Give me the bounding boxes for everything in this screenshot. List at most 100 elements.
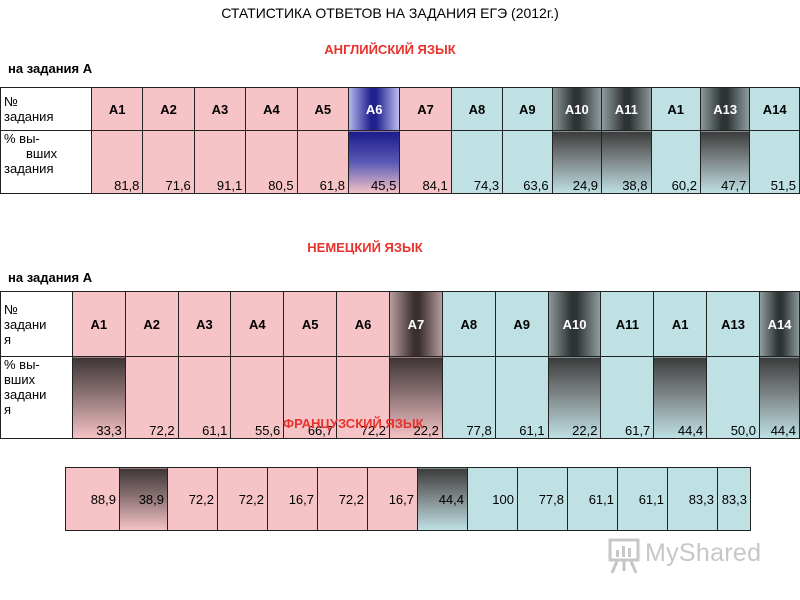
column-header: А3 [193,87,247,131]
column-header: А14 [749,87,800,131]
column-header: А11 [600,291,655,357]
german-stats-table: № задани я А1 А2 А3 А4 А5 А6 А7 А8 А9 А1… [0,291,800,439]
table-row: № задания А1 А2 А3 А4 А5 А6 А7 А8 А9 А10… [0,87,800,131]
column-header: А2 [142,87,195,131]
table-cell: 66,7 [283,356,338,439]
table-cell: 33,3 [71,356,126,439]
table-cell: 72,2 [124,356,179,439]
column-header: А1 [71,291,126,357]
table-cell: 77,8 [517,467,568,531]
table-cell: 60,2 [650,130,701,194]
english-section-subtitle: на задания А [8,61,93,76]
column-header: А8 [450,87,504,131]
table-cell: 72,2 [217,467,268,531]
page-title: СТАТИСТИКА ОТВЕТОВ НА ЗАДАНИЯ ЕГЭ (2012г… [221,5,559,21]
table-cell: 63,6 [502,130,553,194]
english-stats-table: № задания А1 А2 А3 А4 А5 А6 А7 А8 А9 А10… [0,87,800,194]
german-section-subtitle: на задания А [8,270,93,285]
column-header: А1 [653,291,708,357]
column-header: А8 [441,291,496,357]
table-cell: 38,9 [119,467,168,531]
row-label-task-number: № задани я [0,291,73,357]
column-header: А4 [230,291,285,357]
table-cell: 55,6 [230,356,285,439]
table-cell: 24,9 [551,130,603,194]
table-cell: 44,4 [417,467,468,531]
column-header: А9 [502,87,553,131]
myshared-watermark: MyShared [607,535,777,575]
row-label-percent: % вы- вших задания [0,130,93,194]
table-cell: 72,2 [336,356,390,439]
label-line: % вы- [4,131,40,146]
table-cell: 80,5 [245,130,298,194]
french-stats-table: 88,9 38,9 72,2 72,2 16,7 72,2 16,7 44,4 … [65,467,751,531]
table-cell: 22,2 [547,356,602,439]
table-cell: 83,3 [717,467,751,531]
table-cell: 61,1 [494,356,549,439]
table-cell: 61,1 [617,467,668,531]
label-line: задания [4,109,54,124]
table-cell: 22,2 [389,356,443,439]
table-cell: 61,1 [177,356,232,439]
column-header: А10 [551,87,603,131]
label-line: задания [4,161,54,176]
table-cell: 51,5 [749,130,800,194]
column-header: А1 [650,87,701,131]
column-header: А7 [389,291,443,357]
table-cell: 38,8 [601,130,652,194]
table-row: % вы- вших задания 81,8 71,6 91,1 80,5 6… [0,130,800,194]
column-header: А3 [177,291,232,357]
column-header: А5 [296,87,349,131]
table-cell: 61,1 [567,467,618,531]
column-header: А13 [706,291,761,357]
column-header: А4 [245,87,298,131]
table-cell: 16,7 [367,467,418,531]
table-cell: 44,4 [759,356,800,439]
table-row: % вы- вших задани я 33,3 72,2 61,1 55,6 … [0,356,800,439]
label-line: я [4,402,12,417]
table-cell: 44,4 [653,356,708,439]
label-line: вших [4,372,36,387]
table-cell: 61,8 [296,130,349,194]
table-cell: 100 [467,467,518,531]
table-cell: 16,7 [267,467,318,531]
column-header: А10 [547,291,602,357]
table-cell: 50,0 [706,356,761,439]
label-line: задани [4,387,47,402]
label-line: задани [4,316,47,332]
table-cell: 61,7 [600,356,655,439]
table-cell: 47,7 [699,130,751,194]
column-header: А7 [399,87,452,131]
row-label-task-number: № задания [0,87,93,131]
column-header: А1 [91,87,144,131]
column-header: А6 [336,291,390,357]
column-header: А13 [699,87,751,131]
column-header: А14 [759,291,800,357]
table-cell: 81,8 [91,130,144,194]
table-cell: 71,6 [142,130,195,194]
label-line: я [4,331,12,347]
column-header: А9 [494,291,549,357]
table-cell: 88,9 [65,467,120,531]
table-cell: 72,2 [317,467,368,531]
table-cell: 74,3 [450,130,504,194]
english-section-title: АНГЛИЙСКИЙ ЯЗЫК [324,42,456,57]
table-cell: 77,8 [441,356,496,439]
row-label-percent: % вы- вших задани я [0,356,73,439]
table-row: 88,9 38,9 72,2 72,2 16,7 72,2 16,7 44,4 … [65,467,751,531]
column-header: А6 [347,87,401,131]
table-cell: 84,1 [399,130,452,194]
table-cell: 83,3 [667,467,718,531]
table-row: № задани я А1 А2 А3 А4 А5 А6 А7 А8 А9 А1… [0,291,800,357]
column-header: А2 [124,291,179,357]
presentation-board-icon [608,538,640,574]
label-line: № [4,301,18,317]
watermark-text: MyShared [645,539,762,567]
table-cell: 72,2 [167,467,218,531]
table-cell: 45,5 [347,130,401,194]
french-section-title: ФРАНЦУЗСКИЙ ЯЗЫК [283,416,424,431]
german-section-title: НЕМЕЦКИЙ ЯЗЫК [307,240,423,255]
label-line: % вы- [4,357,40,372]
column-header: А5 [283,291,338,357]
label-line: № [4,94,18,109]
